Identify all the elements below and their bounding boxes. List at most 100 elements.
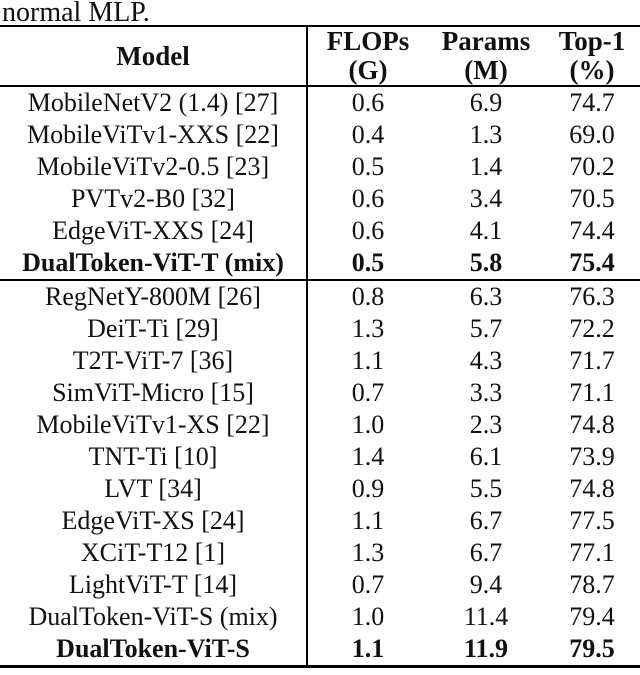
flops-cell: 1.3 bbox=[351, 538, 385, 567]
params-cell: 1.4 bbox=[469, 152, 503, 181]
params-cell: 6.1 bbox=[469, 442, 503, 471]
table-row: EdgeViT-XS [24] 1.1 6.7 77.5 bbox=[0, 505, 640, 537]
table-row: DualToken-ViT-S 1.1 11.9 79.5 bbox=[0, 633, 640, 667]
table-row: DualToken-ViT-T (mix) 0.5 5.8 75.4 bbox=[0, 247, 640, 280]
table-row: SimViT-Micro [15] 0.7 3.3 71.1 bbox=[0, 377, 640, 409]
top1-cell: 72.2 bbox=[569, 314, 615, 343]
model-cell: TNT-Ti [10] bbox=[0, 441, 308, 473]
top1-cell: 74.8 bbox=[569, 474, 615, 503]
top1-cell: 74.7 bbox=[569, 88, 615, 117]
params-cell: 3.3 bbox=[469, 378, 503, 407]
flops-cell: 0.5 bbox=[351, 152, 385, 181]
table-row: RegNetY-800M [26] 0.8 6.3 76.3 bbox=[0, 279, 640, 313]
model-cell: MobileViTv1-XXS [22] bbox=[0, 119, 308, 151]
table-row: DeiT-Ti [29] 1.3 5.7 72.2 bbox=[0, 313, 640, 345]
table-row: XCiT-T12 [1] 1.3 6.7 77.1 bbox=[0, 537, 640, 569]
top1-cell: 71.7 bbox=[569, 346, 615, 375]
top1-cell: 69.0 bbox=[569, 120, 615, 149]
flops-cell: 0.6 bbox=[351, 184, 385, 213]
model-cell: DeiT-Ti [29] bbox=[0, 313, 308, 345]
column-header-model: Model bbox=[0, 26, 308, 87]
model-cell: MobileViTv1-XS [22] bbox=[0, 409, 308, 441]
column-header-params-line2: (M) bbox=[464, 55, 508, 85]
table-row: TNT-Ti [10] 1.4 6.1 73.9 bbox=[0, 441, 640, 473]
flops-cell: 1.1 bbox=[351, 346, 385, 375]
column-header-params-line1: Params bbox=[441, 26, 531, 56]
table-header: Model FLOPs (G) Params (M) Top-1 (%) bbox=[0, 26, 640, 87]
flops-cell: 0.6 bbox=[351, 216, 385, 245]
flops-cell: 1.1 bbox=[351, 506, 385, 535]
column-header-flops-line1: FLOPs bbox=[326, 26, 410, 56]
model-cell: DualToken-ViT-S (mix) bbox=[0, 601, 308, 633]
flops-cell: 0.7 bbox=[351, 378, 385, 407]
params-cell: 6.3 bbox=[428, 279, 544, 313]
params-cell: 11.4 bbox=[463, 602, 509, 631]
params-cell: 2.3 bbox=[469, 410, 503, 439]
params-cell: 5.8 bbox=[469, 248, 503, 277]
params-cell: 1.3 bbox=[469, 120, 503, 149]
params-cell: 6.7 bbox=[469, 538, 503, 567]
top1-cell: 77.1 bbox=[569, 538, 615, 567]
table-caption-tail: normal MLP. bbox=[2, 0, 150, 28]
model-cell: DualToken-ViT-T (mix) bbox=[0, 247, 308, 280]
model-cell: PVTv2-B0 [32] bbox=[0, 183, 308, 215]
model-cell: LVT [34] bbox=[0, 473, 308, 505]
params-cell: 5.5 bbox=[469, 474, 503, 503]
top1-cell: 77.5 bbox=[569, 506, 615, 535]
top1-cell: 74.4 bbox=[569, 216, 615, 245]
flops-cell: 0.7 bbox=[351, 570, 385, 599]
column-header-top1-line1: Top-1 bbox=[558, 26, 626, 56]
table-row: EdgeViT-XXS [24] 0.6 4.1 74.4 bbox=[0, 215, 640, 247]
table-row: DualToken-ViT-S (mix) 1.0 11.4 79.4 bbox=[0, 601, 640, 633]
column-header-params: Params (M) bbox=[428, 26, 544, 87]
flops-cell: 0.4 bbox=[351, 120, 385, 149]
model-cell: DualToken-ViT-S bbox=[0, 633, 308, 667]
flops-cell: 1.4 bbox=[351, 442, 385, 471]
table-row: MobileViTv2-0.5 [23] 0.5 1.4 70.2 bbox=[0, 151, 640, 183]
top1-cell: 70.5 bbox=[569, 184, 615, 213]
model-cell: MobileViTv2-0.5 [23] bbox=[0, 151, 308, 183]
table-row: MobileNetV2 (1.4) [27] 0.6 6.9 74.7 bbox=[0, 86, 640, 119]
flops-cell: 0.6 bbox=[351, 88, 385, 117]
top1-cell: 73.9 bbox=[569, 442, 615, 471]
column-header-top1: Top-1 (%) bbox=[544, 26, 640, 87]
params-cell: 4.1 bbox=[469, 216, 503, 245]
table-row: MobileViTv1-XS [22] 1.0 2.3 74.8 bbox=[0, 409, 640, 441]
model-cell: EdgeViT-XS [24] bbox=[0, 505, 308, 537]
flops-cell: 1.3 bbox=[351, 314, 385, 343]
top1-cell: 71.1 bbox=[569, 378, 615, 407]
params-cell: 4.3 bbox=[469, 346, 503, 375]
model-cell: T2T-ViT-7 [36] bbox=[0, 345, 308, 377]
top1-cell: 78.7 bbox=[569, 570, 615, 599]
flops-cell: 0.9 bbox=[351, 474, 385, 503]
column-header-flops-line2: (G) bbox=[348, 55, 388, 85]
model-cell: RegNetY-800M [26] bbox=[0, 279, 308, 313]
model-cell: XCiT-T12 [1] bbox=[0, 537, 308, 569]
top1-cell: 74.8 bbox=[569, 410, 615, 439]
results-table: Model FLOPs (G) Params (M) Top-1 (%) Mob… bbox=[0, 25, 640, 668]
table-row: T2T-ViT-7 [36] 1.1 4.3 71.7 bbox=[0, 345, 640, 377]
flops-cell: 0.8 bbox=[307, 279, 428, 313]
flops-cell: 1.1 bbox=[351, 634, 385, 663]
table-row: LVT [34] 0.9 5.5 74.8 bbox=[0, 473, 640, 505]
model-cell: EdgeViT-XXS [24] bbox=[0, 215, 308, 247]
params-cell: 6.9 bbox=[469, 88, 503, 117]
model-cell: SimViT-Micro [15] bbox=[0, 377, 308, 409]
flops-cell: 1.0 bbox=[351, 410, 385, 439]
table-body: MobileNetV2 (1.4) [27] 0.6 6.9 74.7 MobileVi… bbox=[0, 86, 640, 667]
params-cell: 3.4 bbox=[469, 184, 503, 213]
top1-cell: 79.5 bbox=[569, 634, 615, 663]
table-row: LightViT-T [14] 0.7 9.4 78.7 bbox=[0, 569, 640, 601]
table-row: PVTv2-B0 [32] 0.6 3.4 70.5 bbox=[0, 183, 640, 215]
params-cell: 9.4 bbox=[469, 570, 503, 599]
model-cell: LightViT-T [14] bbox=[0, 569, 308, 601]
params-cell: 6.7 bbox=[469, 506, 503, 535]
top1-cell: 75.4 bbox=[569, 248, 615, 277]
top1-cell: 76.3 bbox=[544, 279, 640, 313]
flops-cell: 0.5 bbox=[351, 248, 385, 277]
top1-cell: 70.2 bbox=[569, 152, 615, 181]
table-row: MobileViTv1-XXS [22] 0.4 1.3 69.0 bbox=[0, 119, 640, 151]
column-header-flops: FLOPs (G) bbox=[307, 26, 428, 87]
params-cell: 11.9 bbox=[463, 634, 509, 663]
